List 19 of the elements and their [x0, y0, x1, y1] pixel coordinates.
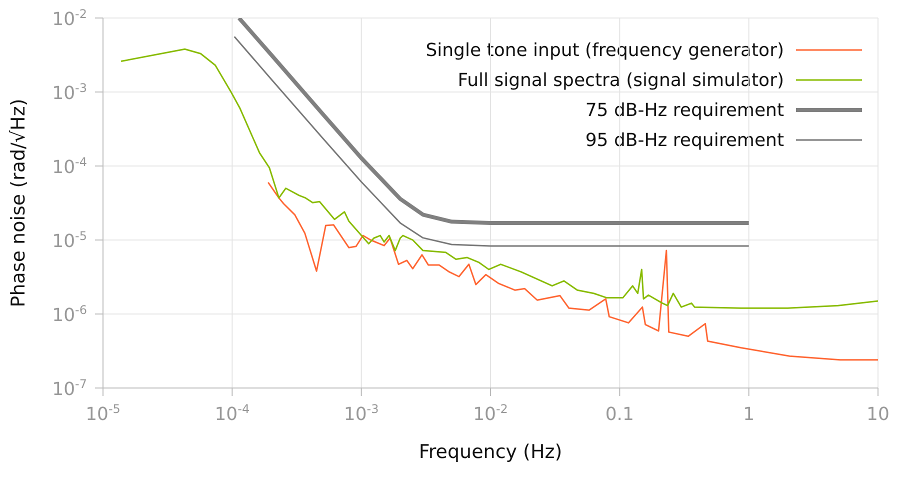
y-tick-label: 10$^{-5}$	[52, 229, 87, 252]
y-tick-label: 10$^{-2}$	[52, 7, 87, 30]
x-tick-label: 10$^{-5}$	[86, 402, 120, 425]
x-tick-label: 1	[743, 404, 755, 425]
y-tick-label: 10$^{-4}$	[52, 155, 87, 178]
x-tick-label: 10	[866, 404, 890, 425]
x-tick-label: 0.1	[605, 404, 634, 425]
y-axis-title: Phase noise (rad/√Hz)	[8, 98, 30, 308]
legend-label: Full signal spectra (signal simulator)	[458, 70, 784, 90]
y-tick-label: 10$^{-7}$	[52, 377, 87, 400]
x-tick-label: 10$^{-2}$	[473, 402, 508, 425]
x-axis-title: Frequency (Hz)	[418, 441, 562, 463]
legend-label: 75 dB-Hz requirement	[585, 100, 784, 120]
x-tick-label: 10$^{-4}$	[214, 402, 250, 425]
y-tick-label: 10$^{-6}$	[52, 303, 87, 326]
y-tick-label: 10$^{-3}$	[52, 81, 87, 104]
legend-label: 95 dB-Hz requirement	[585, 130, 784, 150]
x-tick-label: 10$^{-3}$	[344, 402, 379, 425]
legend-label: Single tone input (frequency generator)	[426, 40, 784, 60]
